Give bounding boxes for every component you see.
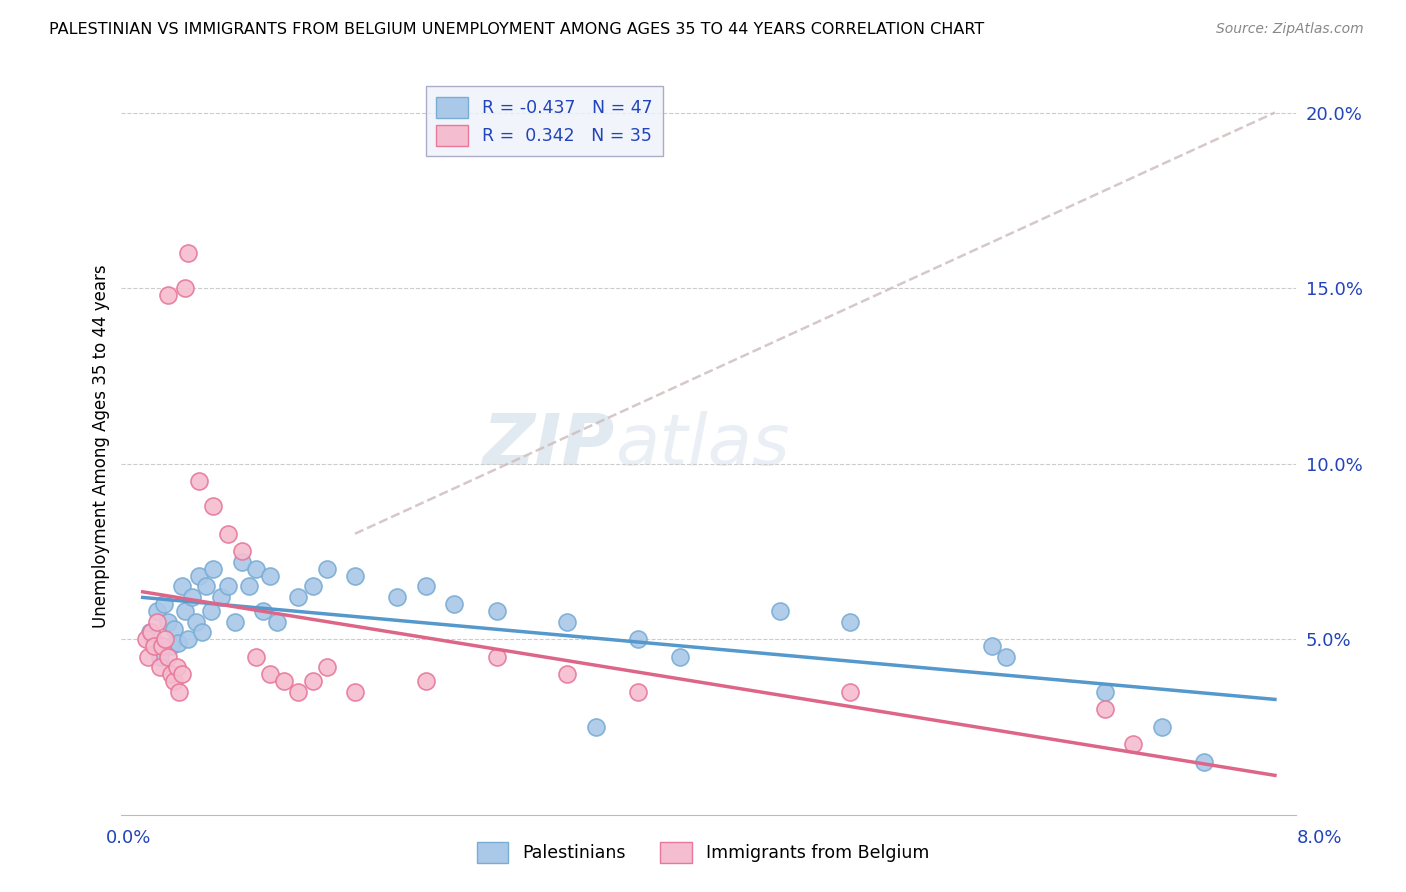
Point [259,569,281,583]
Point [585,720,607,734]
Point [259,667,281,681]
Point [157,649,180,664]
Point [245,562,267,576]
Point [245,649,267,664]
Point [1192,755,1215,769]
Point [287,590,309,604]
Point [146,615,169,629]
Text: 8.0%: 8.0% [1298,829,1343,847]
Text: atlas: atlas [614,411,789,481]
Point [301,674,323,689]
Point [195,579,218,593]
Point [169,684,191,698]
Point [315,562,337,576]
Point [266,615,288,629]
Point [209,590,232,604]
Point [315,660,337,674]
Point [343,684,366,698]
Point [1150,720,1173,734]
Point [231,555,253,569]
Point [174,281,197,295]
Point [202,499,225,513]
Point [181,590,204,604]
Point [146,604,169,618]
Point [485,604,508,618]
Point [155,632,177,646]
Point [555,667,578,681]
Point [301,579,323,593]
Point [160,667,183,681]
Point [157,615,180,629]
Point [238,579,260,593]
Text: ZIP: ZIP [482,411,614,481]
Point [443,597,465,611]
Point [224,615,246,629]
Point [191,625,214,640]
Point [231,544,253,558]
Legend: Palestinians, Immigrants from Belgium: Palestinians, Immigrants from Belgium [470,835,936,870]
Point [1122,737,1144,751]
Point [669,649,692,664]
Point [839,684,862,698]
Point [174,604,197,618]
Point [177,632,200,646]
Point [188,474,211,488]
Point [1094,702,1116,716]
Text: Source: ZipAtlas.com: Source: ZipAtlas.com [1216,22,1364,37]
Point [343,569,366,583]
Point [136,649,159,664]
Point [186,615,208,629]
Point [555,615,578,629]
Point [995,649,1018,664]
Legend: R = -0.437   N = 47, R =  0.342   N = 35: R = -0.437 N = 47, R = 0.342 N = 35 [426,87,662,156]
Point [149,660,172,674]
Point [839,615,862,629]
Text: 0.0%: 0.0% [105,829,150,847]
Point [163,622,186,636]
Point [200,604,222,618]
Point [141,625,163,640]
Point [172,579,194,593]
Point [139,625,162,640]
Point [217,579,239,593]
Point [252,604,274,618]
Point [627,684,650,698]
Point [768,604,790,618]
Point [415,674,437,689]
Point [217,526,239,541]
Point [160,639,183,653]
Point [202,562,225,576]
Point [177,246,200,260]
Point [134,632,156,646]
Point [167,635,190,649]
Point [188,569,211,583]
Point [627,632,650,646]
Point [1094,684,1116,698]
Point [387,590,409,604]
Point [153,597,176,611]
Point [142,632,165,646]
Point [166,660,188,674]
Point [287,684,309,698]
Point [485,649,508,664]
Point [157,288,180,302]
Point [143,639,166,653]
Y-axis label: Unemployment Among Ages 35 to 44 years: Unemployment Among Ages 35 to 44 years [93,264,110,628]
Point [152,639,174,653]
Text: PALESTINIAN VS IMMIGRANTS FROM BELGIUM UNEMPLOYMENT AMONG AGES 35 TO 44 YEARS CO: PALESTINIAN VS IMMIGRANTS FROM BELGIUM U… [49,22,984,37]
Point [149,649,172,664]
Point [273,674,295,689]
Point [163,674,186,689]
Point [415,579,437,593]
Point [980,639,1002,653]
Point [172,667,194,681]
